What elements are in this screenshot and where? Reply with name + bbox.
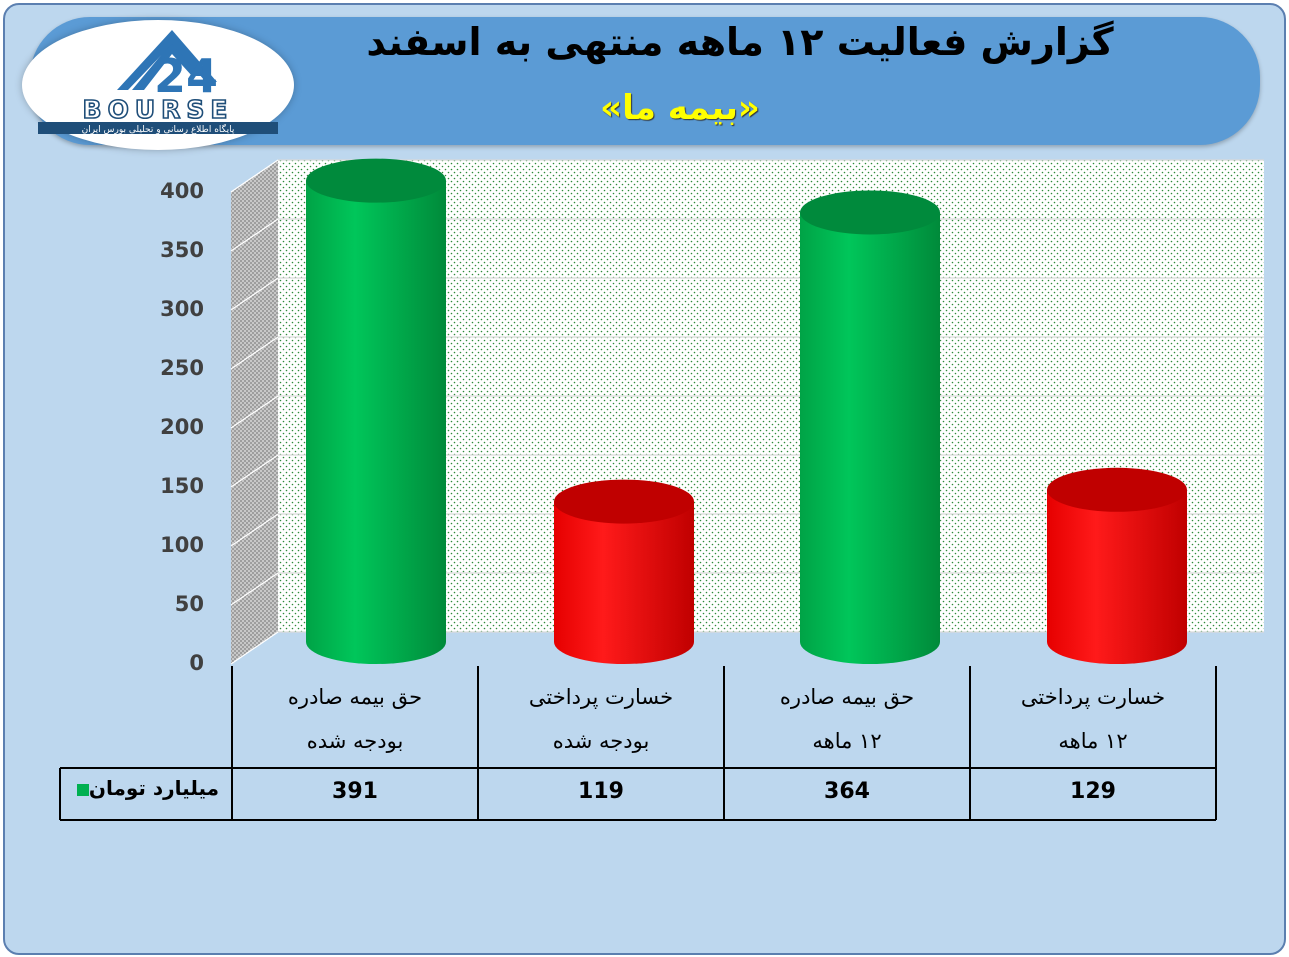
- bar-body: [1047, 489, 1187, 664]
- series-name: میلیارد تومان: [88, 776, 220, 800]
- bar-top: [554, 479, 694, 524]
- y-tick-label: 100: [160, 533, 204, 557]
- gridline-side: [230, 336, 279, 370]
- y-tick-label: 250: [160, 356, 204, 380]
- bar-body: [800, 212, 940, 665]
- gridline-side: [230, 277, 279, 311]
- chart-title: گزارش فعالیت ۱۲ ماهه منتهی به اسفند: [366, 20, 1114, 64]
- bar-body: [554, 501, 694, 664]
- logo-graphic: 24 BOURSE پایگاه اطلاع رسانی و تحلیلی بو…: [38, 30, 278, 135]
- gridline-side: [230, 159, 279, 193]
- bar-body: [306, 180, 446, 664]
- gridline-side: [230, 395, 279, 429]
- bar-3: [800, 190, 940, 665]
- gridline-side: [230, 631, 279, 665]
- bourse-logo: 24 BOURSE پایگاه اطلاع رسانی و تحلیلی بو…: [22, 20, 294, 150]
- bar-top: [800, 190, 940, 235]
- category-label-4: خسارت پرداختی ۱۲ ماهه: [1020, 685, 1166, 753]
- category-label-3: حق بیمه صادره ۱۲ ماهه: [779, 685, 915, 753]
- y-tick-label: 300: [160, 297, 204, 321]
- data-table-series-label: میلیارد تومان: [62, 776, 228, 800]
- gridline-side: [230, 572, 279, 606]
- y-tick-label: 400: [160, 179, 204, 203]
- bar-4: [1047, 467, 1187, 664]
- data-table-lines: [59, 666, 1217, 821]
- gridline-side: [230, 513, 279, 547]
- category-label-1: حق بیمه صادره بودجه شده: [287, 685, 423, 753]
- svg-text:24: 24: [154, 49, 218, 103]
- y-tick-label: 150: [160, 474, 204, 498]
- y-tick-label: 50: [174, 592, 204, 616]
- data-table-value-3: 364: [824, 779, 870, 804]
- category-label-2: خسارت پرداختی بودجه شده: [528, 685, 674, 753]
- bars: [306, 158, 1187, 665]
- y-tick-label: 0: [189, 651, 204, 675]
- chart-subtitle: «بیمه ما»: [600, 88, 760, 128]
- data-table-value-1: 391: [332, 779, 378, 804]
- bar-top: [1047, 467, 1187, 512]
- data-table-value-2: 119: [578, 779, 624, 804]
- bar-2: [554, 479, 694, 664]
- series-legend-swatch: [76, 783, 89, 796]
- data-table-value-4: 129: [1070, 779, 1116, 804]
- gridline-side: [230, 218, 279, 252]
- svg-text:پایگاه اطلاع رسانی و تحلیلی بو: پایگاه اطلاع رسانی و تحلیلی بورس ایران: [82, 123, 235, 135]
- bar-1: [306, 158, 446, 664]
- svg-text:BOURSE: BOURSE: [83, 95, 234, 124]
- gridline-side: [230, 454, 279, 488]
- y-tick-label: 200: [160, 415, 204, 439]
- y-tick-label: 350: [160, 238, 204, 262]
- bar-top: [306, 158, 446, 203]
